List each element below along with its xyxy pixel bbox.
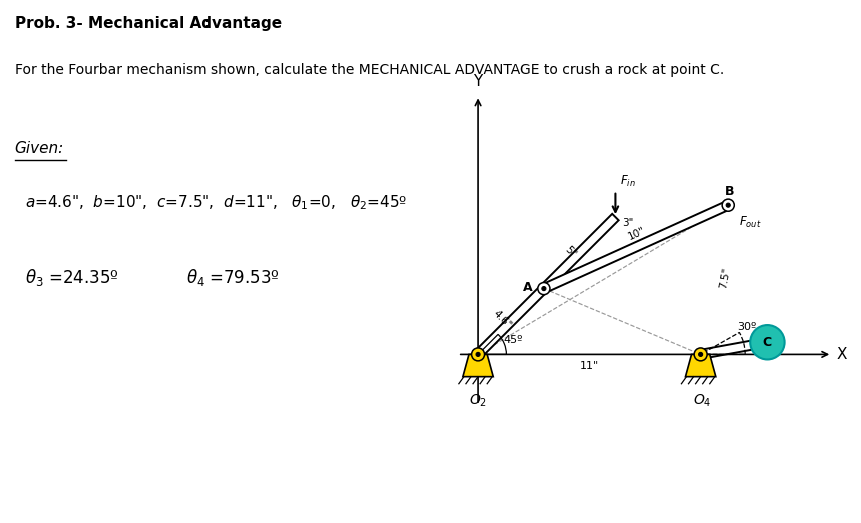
Text: 5": 5" bbox=[563, 244, 578, 259]
Text: A: A bbox=[523, 281, 533, 294]
Text: $O_4$: $O_4$ bbox=[693, 393, 712, 409]
Circle shape bbox=[694, 348, 707, 361]
Text: $F_{in}$: $F_{in}$ bbox=[621, 174, 636, 189]
Text: 7.5": 7.5" bbox=[719, 266, 733, 289]
Polygon shape bbox=[685, 355, 715, 377]
Text: 10": 10" bbox=[627, 225, 647, 242]
Text: $\theta_3$ =24.35º: $\theta_3$ =24.35º bbox=[24, 267, 119, 288]
Polygon shape bbox=[700, 338, 768, 359]
Text: 45º: 45º bbox=[504, 335, 523, 345]
Text: 4.6": 4.6" bbox=[491, 309, 513, 331]
Circle shape bbox=[722, 199, 734, 211]
Circle shape bbox=[750, 325, 784, 359]
Text: Given:: Given: bbox=[15, 141, 64, 156]
Text: 3": 3" bbox=[623, 218, 634, 228]
Text: 30º: 30º bbox=[737, 322, 756, 332]
Polygon shape bbox=[475, 214, 619, 358]
Circle shape bbox=[698, 353, 703, 357]
Polygon shape bbox=[542, 201, 730, 293]
Text: Y: Y bbox=[474, 74, 483, 89]
Text: $O_2$: $O_2$ bbox=[469, 393, 487, 409]
Text: X: X bbox=[836, 347, 846, 362]
Text: $\theta_4$ =79.53º: $\theta_4$ =79.53º bbox=[187, 267, 281, 288]
Text: $F_{out}$: $F_{out}$ bbox=[740, 215, 762, 231]
Text: :: : bbox=[15, 16, 210, 31]
Circle shape bbox=[472, 348, 485, 361]
Text: B: B bbox=[725, 185, 734, 198]
Circle shape bbox=[726, 203, 730, 207]
Polygon shape bbox=[463, 355, 493, 377]
Circle shape bbox=[542, 287, 546, 291]
Text: $a$=4.6",  $b$=10",  $c$=7.5",  $d$=11",   $\theta_1$=0,   $\theta_2$=45º: $a$=4.6", $b$=10", $c$=7.5", $d$=11", $\… bbox=[24, 194, 407, 212]
Circle shape bbox=[476, 353, 480, 357]
Text: 11": 11" bbox=[579, 361, 599, 371]
Text: Prob. 3- Mechanical Advantage: Prob. 3- Mechanical Advantage bbox=[15, 16, 282, 31]
Circle shape bbox=[538, 282, 550, 294]
Text: C: C bbox=[763, 336, 772, 349]
Text: For the Fourbar mechanism shown, calculate the MECHANICAL ADVANTAGE to crush a r: For the Fourbar mechanism shown, calcula… bbox=[15, 63, 724, 77]
